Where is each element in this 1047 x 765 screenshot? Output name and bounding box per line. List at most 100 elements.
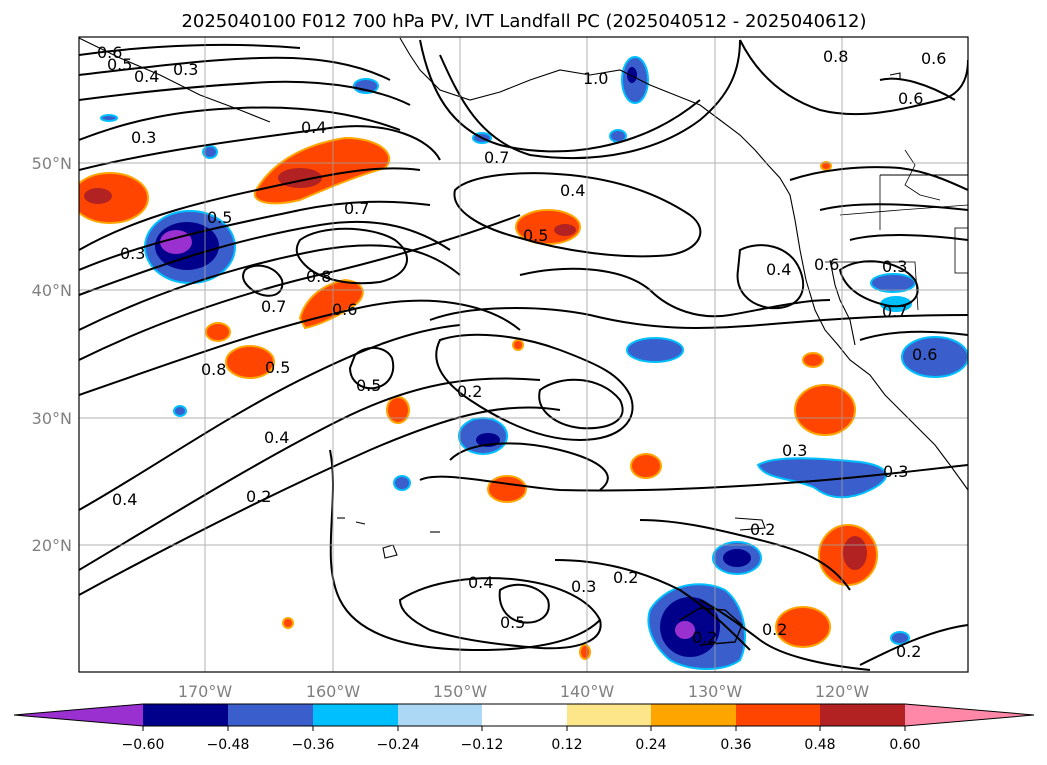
pv-blob — [487, 475, 527, 503]
map-frame — [78, 36, 969, 673]
contour-label: 1.0 — [583, 69, 608, 88]
contour-label: 0.5 — [523, 226, 548, 245]
lon-label: 120°W — [815, 682, 870, 701]
pv-blob — [775, 606, 831, 648]
pv-blob — [820, 161, 832, 171]
colorbar-tick: −0.36 — [292, 737, 335, 753]
colorbar-segment — [313, 704, 398, 726]
contour-label: 0.3 — [782, 441, 807, 460]
contour-label: 0.5 — [356, 376, 381, 395]
colorbar-segment — [482, 704, 567, 726]
colorbar-segment — [567, 704, 651, 726]
lat-label: 20°N — [32, 536, 72, 555]
contour-label: 0.2 — [246, 487, 271, 506]
contour-label: 0.7 — [882, 302, 907, 321]
pv-shading — [79, 56, 968, 670]
pv-blob — [626, 337, 684, 363]
pv-blob — [723, 549, 751, 567]
pv-blob — [79, 172, 149, 224]
pv-blob — [225, 345, 275, 379]
contour-label: 0.6 — [332, 300, 357, 319]
lon-label: 140°W — [560, 682, 615, 701]
gridlines — [79, 37, 968, 672]
pv-blob — [393, 475, 411, 491]
contour-label: 0.2 — [613, 568, 638, 587]
colorbar-tick: −0.12 — [461, 737, 504, 753]
pv-blob — [205, 322, 231, 342]
pv-blob — [802, 352, 824, 368]
pv-blob — [282, 617, 294, 629]
contour-label: 0.6 — [97, 43, 122, 62]
contour-label: 0.2 — [762, 620, 787, 639]
pv-blob — [890, 631, 910, 645]
contour-label: 0.5 — [107, 55, 132, 74]
contour-label: 0.2 — [896, 642, 921, 661]
map-plot-area: 0.6 0.5 0.4 0.3 0.3 0.4 0.7 1.0 0.8 0.6 … — [78, 36, 969, 673]
contour-label: 0.4 — [134, 67, 159, 86]
pv-blob — [100, 114, 118, 122]
contour-label: 0.2 — [692, 628, 717, 647]
colorbar-high-extension — [905, 704, 1034, 726]
contour-lines — [79, 39, 968, 671]
contour-label: 0.3 — [120, 244, 145, 263]
colorbar-tick: 0.48 — [804, 737, 835, 753]
pv-blob — [386, 396, 410, 424]
pv-blob — [512, 339, 524, 351]
contour-label: 0.3 — [571, 577, 596, 596]
colorbar-tick: 0.24 — [635, 737, 666, 753]
contour-label: 0.3 — [131, 128, 156, 147]
colorbar-segment — [228, 704, 313, 726]
colorbar-tick: −0.60 — [122, 737, 165, 753]
contour-label: 0.7 — [344, 199, 369, 218]
contour-label: 0.4 — [301, 118, 326, 137]
contour-label: 0.6 — [898, 89, 923, 108]
colorbar-tick: −0.24 — [377, 737, 420, 753]
latitude-labels: 50°N 40°N 30°N 20°N — [32, 154, 72, 555]
pv-blob — [880, 296, 912, 312]
colorbar-tick: 0.12 — [551, 737, 582, 753]
pv-blob — [843, 536, 867, 570]
pv-blob — [630, 453, 662, 479]
contour-label: 0.3 — [173, 60, 198, 79]
contour-label: 0.2 — [457, 382, 482, 401]
pv-blob — [675, 621, 695, 639]
colorbar-tick: −0.48 — [207, 737, 250, 753]
pv-blob — [579, 644, 591, 660]
contour-label: 0.8 — [306, 267, 331, 286]
lon-label: 150°W — [433, 682, 488, 701]
pv-blob — [84, 188, 112, 204]
pv-blob — [627, 67, 637, 83]
pv-blob — [173, 405, 187, 417]
contour-label: 0.4 — [264, 428, 289, 447]
colorbar-segment — [651, 704, 736, 726]
colorbar-low-extension — [14, 704, 143, 726]
contour-label: 0.8 — [823, 47, 848, 66]
contour-label: 0.5 — [500, 613, 525, 632]
pv-blob — [901, 336, 968, 378]
contour-label: 0.5 — [265, 358, 290, 377]
pv-blob — [794, 384, 856, 436]
contour-label: 0.3 — [882, 257, 907, 276]
colorbar-tick: 0.60 — [889, 737, 920, 753]
colorbar-segment — [143, 704, 228, 726]
coastlines — [79, 37, 968, 646]
lat-label: 40°N — [32, 281, 72, 300]
contour-label: 0.7 — [261, 297, 286, 316]
contour-label: 0.5 — [207, 208, 232, 227]
contour-label: 0.6 — [921, 49, 946, 68]
longitude-labels: 170°W 160°W 150°W 140°W 130°W 120°W — [178, 682, 870, 701]
contour-label: 0.4 — [766, 260, 791, 279]
contour-label: 0.4 — [468, 573, 493, 592]
contour-label: 0.3 — [883, 462, 908, 481]
contour-label: 0.6 — [912, 345, 937, 364]
lat-label: 50°N — [32, 154, 72, 173]
contour-label: 0.4 — [112, 490, 137, 509]
contour-label: 0.2 — [750, 520, 775, 539]
colorbar-segment — [398, 704, 482, 726]
pv-blob — [160, 230, 192, 254]
colorbar-segment — [820, 704, 905, 726]
contour-labels: 0.6 0.5 0.4 0.3 0.3 0.4 0.7 1.0 0.8 0.6 … — [97, 43, 946, 661]
pv-blob — [202, 145, 218, 159]
lon-label: 130°W — [688, 682, 743, 701]
